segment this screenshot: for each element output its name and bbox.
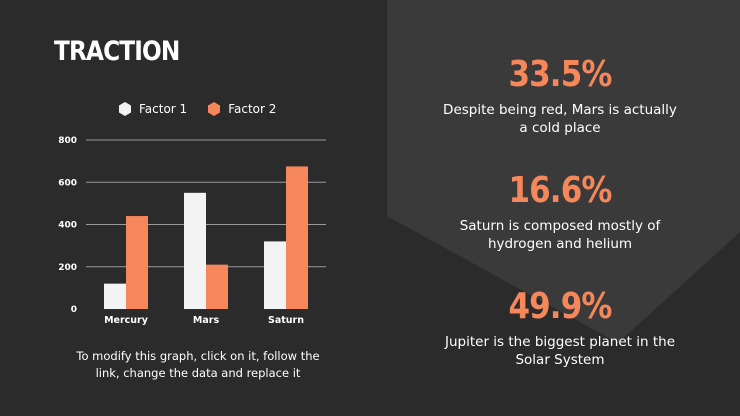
stat-value: 33.5% [508,54,612,95]
stat-block-jupiter: 49.9% Jupiter is the biggest planet in t… [440,287,680,369]
legend-label-factor-1: Factor 1 [139,102,188,116]
slide-title: TRACTION [54,36,180,67]
legend-item-factor-1: Factor 1 [118,101,187,117]
stat-block-saturn: 16.6% Saturn is composed mostly of hydro… [440,171,680,253]
stat-description: Jupiter is the biggest planet in the Sol… [445,334,675,368]
hexagon-icon [208,102,221,116]
stat-value: 49.9% [508,286,612,327]
stat-description: Saturn is composed mostly of hydrogen an… [459,218,661,252]
legend-label-factor-2: Factor 2 [228,102,277,116]
bar-factor-1-saturn [264,241,286,309]
stat-description: Despite being red, Mars is actually a co… [443,102,677,136]
bar-factor-1-mercury [104,283,126,309]
legend-item-factor-2: Factor 2 [207,101,276,117]
bar-factor-2-mars [206,264,228,309]
y-tick-label: 400 [58,221,77,231]
hexagon-icon [119,102,131,116]
bar-factor-1-mars [184,192,206,309]
chart-caption: To modify this graph, click on it, follo… [76,349,320,380]
y-tick-label: 800 [58,136,77,146]
stat-value: 16.6% [508,170,612,211]
x-category-label: Mercury [104,315,149,326]
y-tick-label: 600 [58,178,77,188]
y-tick-label: 200 [58,263,77,273]
x-category-label: Mars [193,315,220,326]
stat-block-mars: 33.5% Despite being red, Mars is actuall… [440,55,680,137]
chart-legend: Factor 1 Factor 2 [118,101,296,117]
bar-factor-2-mercury [126,216,148,309]
bar-factor-2-saturn [286,166,308,309]
y-tick-label: 0 [71,305,77,315]
x-category-label: Saturn [268,315,304,326]
